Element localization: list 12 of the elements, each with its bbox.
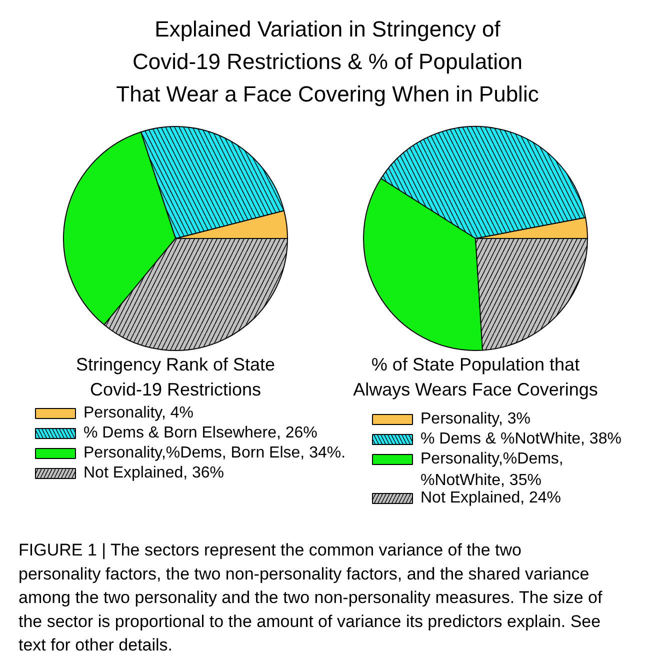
caption: FIGURE 1 | The sectors represent the common variance of the two personality factors, the two non-personality factors, and the shared variance among the two personality and the two non-personality measures. The size of the sector is proportional to the amount of variance its predictors explain. See text for other details. bbox=[18, 540, 602, 654]
legend-label: Personality,%Dems, %NotWhite, 35% bbox=[420, 450, 564, 489]
text: % of State Population that Always Wears Face Coverings bbox=[353, 354, 598, 400]
legend-label: % Dems & Born Elsewhere, 26% bbox=[84, 424, 318, 442]
text: Stringency Rank of State Covid-19 Restrictions bbox=[76, 354, 276, 400]
legend-label: Not Explained, 36% bbox=[84, 464, 224, 482]
chart-title: Explained Variation in Stringency of Covid-19 Restrictions & % of Population That Wear a Face Covering When in Public bbox=[116, 16, 539, 106]
legend-label: Personality,%Dems, Born Else, 34%. bbox=[84, 444, 346, 462]
legend-label: Not Explained, 24% bbox=[420, 490, 562, 506]
legend-label: % Dems & %NotWhite, 38% bbox=[420, 430, 622, 448]
legend-label: Personality, 4% bbox=[84, 404, 194, 422]
legend-label: Personality, 3% bbox=[420, 410, 530, 428]
